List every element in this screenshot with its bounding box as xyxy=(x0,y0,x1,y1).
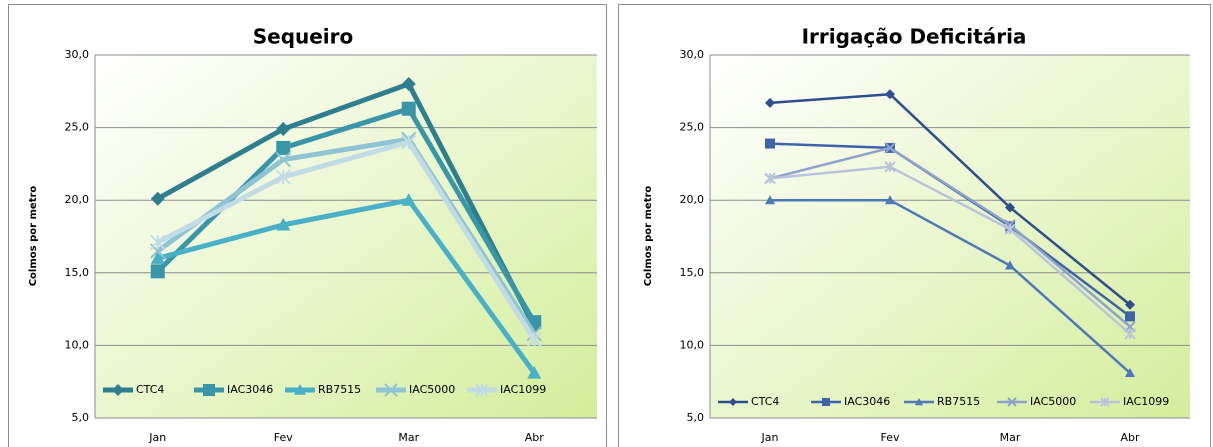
marker xyxy=(112,384,124,396)
marker xyxy=(885,195,895,205)
marker xyxy=(765,138,775,149)
y-tick-label: 5,0 xyxy=(72,411,90,424)
y-axis-title: Colmos por metro xyxy=(28,186,39,287)
marker xyxy=(150,234,166,251)
marker xyxy=(401,134,417,150)
x-tick-label: Fev xyxy=(880,431,899,444)
marker xyxy=(1125,311,1135,322)
chart: 5,0 10,0 15,0 20,0 25,0 30,0 Sequeiro Colmos po… xyxy=(28,25,597,444)
x-tick-label: Fev xyxy=(274,431,293,444)
marker xyxy=(1005,260,1015,270)
legend-label: IAC3046 xyxy=(844,395,890,408)
marker xyxy=(150,191,165,206)
legend-label: CTC4 xyxy=(136,383,164,396)
x-tick-label: Abr xyxy=(1120,431,1140,444)
marker xyxy=(1007,397,1017,407)
chart-title: Irrigação Deficitária xyxy=(802,25,1027,49)
y-tick-label: 20,0 xyxy=(65,193,90,206)
marker xyxy=(884,161,896,173)
y-tick-label: 25,0 xyxy=(65,121,90,134)
marker xyxy=(276,122,291,137)
y-tick-label: 5,0 xyxy=(687,411,705,424)
x-tick-label: Jan xyxy=(761,431,779,444)
marker xyxy=(729,398,737,406)
marker xyxy=(765,195,775,205)
marker xyxy=(275,151,291,168)
marker xyxy=(1005,202,1015,213)
marker xyxy=(294,384,306,395)
y-tick-label: 20,0 xyxy=(680,193,705,206)
marker xyxy=(1100,397,1110,407)
marker xyxy=(765,97,775,108)
marker xyxy=(150,251,165,264)
marker xyxy=(885,89,895,100)
marker xyxy=(401,193,416,206)
marker xyxy=(275,169,291,185)
marker xyxy=(764,172,776,185)
marker xyxy=(1004,223,1016,235)
marker xyxy=(1124,328,1136,340)
y-tick-label: 30,0 xyxy=(65,48,90,61)
marker xyxy=(526,331,542,348)
legend-label: CTC4 xyxy=(751,395,779,408)
marker xyxy=(384,383,398,397)
marker xyxy=(1125,299,1135,310)
marker xyxy=(475,383,489,397)
legend-label: IAC5000 xyxy=(409,383,455,396)
marker xyxy=(276,140,291,155)
legend-label: IAC1099 xyxy=(500,383,546,396)
y-tick-label: 25,0 xyxy=(680,121,705,134)
marker xyxy=(150,264,165,279)
y-tick-label: 10,0 xyxy=(680,338,705,351)
legend-label: IAC5000 xyxy=(1030,395,1076,408)
x-tick-label: Mar xyxy=(1000,431,1021,444)
marker xyxy=(401,101,416,116)
chart: 5,0 10,0 15,0 20,0 25,0 30,0 Irrigação Deficit… xyxy=(643,25,1190,444)
marker xyxy=(1125,367,1135,377)
y-tick-label: 15,0 xyxy=(65,266,90,279)
marker xyxy=(401,77,416,92)
marker xyxy=(276,217,291,231)
marker xyxy=(203,384,215,396)
series-line xyxy=(770,198,1131,374)
series-line xyxy=(156,139,537,341)
marker xyxy=(822,398,830,406)
x-tick-label: Jan xyxy=(148,431,166,444)
series-line xyxy=(157,197,537,375)
marker xyxy=(915,398,923,406)
series-line xyxy=(769,146,1131,328)
series-line xyxy=(156,81,537,328)
y-axis-title: Colmos por metro xyxy=(643,186,654,287)
y-tick-label: 10,0 xyxy=(65,338,90,351)
plot-area xyxy=(710,55,1190,418)
series-line xyxy=(769,92,1131,306)
legend-label: IAC1099 xyxy=(1123,395,1169,408)
marker xyxy=(527,365,542,379)
legend-label: IAC3046 xyxy=(227,383,273,396)
x-tick-label: Abr xyxy=(525,431,545,444)
legend-label: RB7515 xyxy=(937,395,980,408)
series-line xyxy=(769,165,1131,335)
y-tick-label: 30,0 xyxy=(680,48,705,61)
chart-title: Sequeiro xyxy=(253,25,354,49)
x-tick-label: Mar xyxy=(398,431,419,444)
legend-label: RB7515 xyxy=(318,383,361,396)
marker xyxy=(884,142,896,154)
y-tick-label: 15,0 xyxy=(680,266,705,279)
